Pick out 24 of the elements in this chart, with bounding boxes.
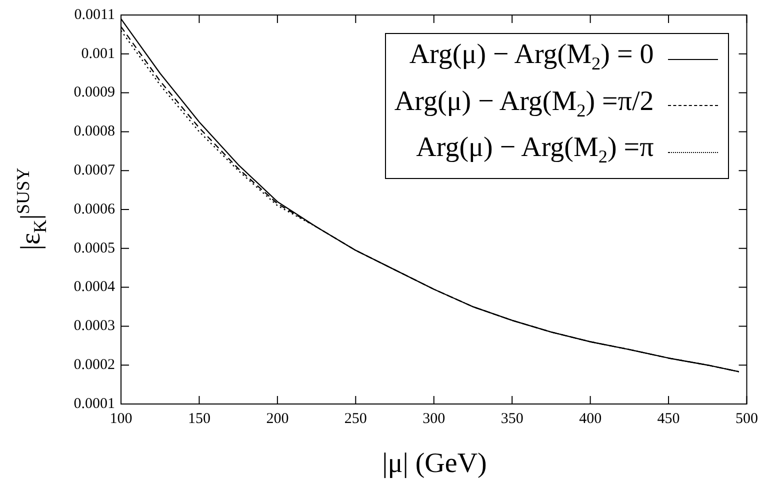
x-tick-label: 200 (266, 410, 289, 427)
x-tick-label: 150 (188, 410, 210, 427)
x-axis-title: |μ| (GeV) (381, 448, 488, 480)
y-tick-label: 0.0007 (74, 162, 116, 179)
y-tick-label: 0.001 (81, 46, 115, 62)
y-tick-label: 0.0002 (74, 357, 115, 374)
y-tick-label: 0.0003 (74, 318, 115, 334)
y-tick-label: 0.0005 (74, 240, 115, 256)
y-tick-label: 0.0006 (74, 201, 116, 218)
y-tick-label: 0.0001 (74, 396, 115, 412)
y-tick-label: 0.0004 (74, 279, 116, 296)
x-tick-label: 400 (579, 410, 602, 427)
legend-label: Arg(μ) − Arg(M$_{2}$) =π/2 (394, 84, 654, 122)
x-tick-label: 500 (736, 410, 758, 427)
legend-label: Arg(μ) − Arg(M$_{2}$) =π (416, 131, 654, 169)
legend-label: Arg(μ) − Arg(M$_{2}$) = 0 (409, 38, 654, 76)
x-tick-label: 300 (422, 410, 446, 427)
y-tick-label: 0.0008 (74, 124, 115, 140)
x-tick-label: 250 (344, 410, 367, 427)
y-tick-label: 0.0011 (74, 6, 115, 23)
x-tick-label: 450 (657, 410, 680, 427)
x-tick-label: 100 (110, 410, 132, 427)
x-tick-label: 350 (500, 410, 524, 427)
y-tick-label: 0.0009 (74, 84, 115, 101)
